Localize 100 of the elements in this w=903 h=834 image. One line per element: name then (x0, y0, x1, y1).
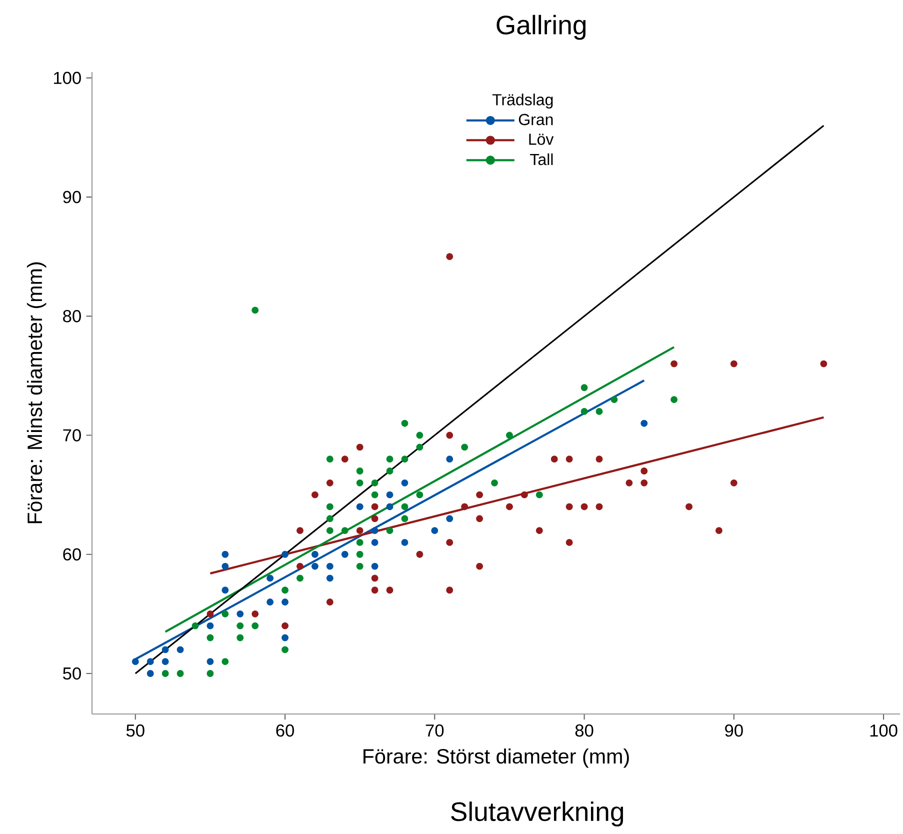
point (386, 586, 394, 594)
point (266, 574, 274, 582)
point (416, 491, 424, 498)
point (311, 491, 318, 498)
point (282, 622, 288, 630)
x-tick-label: 80 (575, 724, 594, 737)
point (401, 420, 408, 427)
point (282, 550, 288, 558)
point (176, 646, 184, 654)
legend-label: Löv (529, 134, 554, 145)
point (252, 622, 259, 630)
point (550, 456, 558, 463)
point (386, 456, 394, 463)
point (371, 539, 378, 546)
y-tick-label: 70 (63, 429, 81, 442)
point (610, 396, 618, 404)
point (356, 479, 364, 486)
point (206, 622, 214, 630)
point (371, 503, 378, 510)
point (536, 527, 543, 534)
legend-label: Gran (518, 114, 553, 126)
point (506, 432, 513, 439)
point (146, 658, 154, 666)
point (371, 491, 378, 498)
point (356, 503, 364, 510)
point (326, 479, 334, 486)
point (341, 550, 348, 558)
x-tick-label: 100 (870, 724, 898, 737)
point (371, 586, 378, 594)
chart-title: Gallring (496, 14, 586, 40)
point (416, 444, 424, 451)
point (222, 586, 229, 594)
point (416, 550, 424, 558)
point (311, 562, 318, 570)
point (640, 420, 648, 427)
point (446, 515, 454, 522)
point (626, 479, 633, 486)
point (162, 646, 169, 654)
y-tick-label: 50 (63, 667, 81, 680)
point (730, 479, 738, 486)
point (416, 432, 424, 439)
point (371, 527, 378, 534)
point (686, 503, 692, 510)
point (431, 527, 438, 534)
point (401, 479, 408, 486)
point (326, 574, 334, 582)
point (282, 634, 288, 642)
x-tick-label: 70 (426, 724, 444, 737)
point (236, 622, 244, 630)
x-tick-label: 50 (126, 724, 144, 737)
point (326, 598, 334, 606)
point (386, 527, 394, 534)
y-tick-label: 60 (63, 548, 81, 561)
point (476, 491, 484, 498)
point (461, 503, 468, 510)
point (132, 658, 139, 666)
point (341, 456, 348, 463)
point (580, 408, 588, 415)
point (506, 503, 513, 510)
point (296, 574, 304, 582)
point (356, 562, 364, 570)
point (640, 479, 648, 486)
x-tick-label: 90 (725, 724, 743, 737)
point (326, 562, 334, 570)
point (206, 634, 214, 642)
point (252, 610, 259, 618)
x-axis-title: Förare: Störst diameter (mm) (364, 748, 629, 768)
point (326, 527, 334, 534)
point (282, 586, 288, 594)
point (206, 670, 214, 677)
y-tick-label: 90 (63, 190, 81, 204)
legend-label: Tall (530, 153, 553, 166)
point (566, 503, 573, 510)
point (356, 539, 364, 546)
point (356, 550, 364, 558)
point (476, 562, 484, 570)
point (596, 456, 603, 463)
text: Slutavverkning (451, 802, 624, 826)
point (341, 527, 348, 534)
point (162, 670, 169, 677)
point (326, 503, 334, 510)
point (820, 360, 828, 368)
point (730, 360, 738, 368)
point (461, 444, 468, 451)
point (356, 468, 364, 474)
point (192, 622, 199, 630)
point (640, 468, 648, 474)
point (206, 658, 214, 666)
point (236, 634, 244, 642)
point (401, 456, 408, 463)
point (580, 384, 588, 392)
legend-title: Trädslag (492, 94, 553, 109)
point (520, 491, 528, 498)
point (670, 360, 678, 368)
point (371, 574, 378, 582)
point (296, 527, 304, 534)
x-tick-label: 60 (276, 724, 294, 737)
point (476, 515, 484, 522)
y-tick-label: 100 (54, 72, 81, 84)
point (446, 586, 454, 594)
